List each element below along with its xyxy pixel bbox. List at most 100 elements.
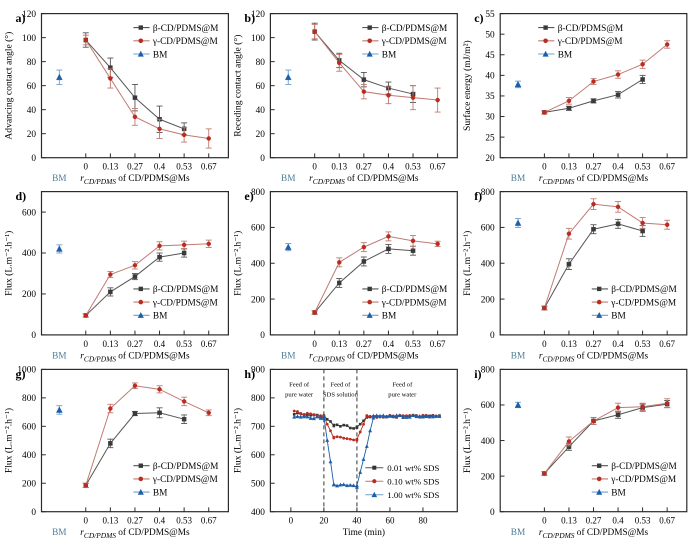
svg-text:0: 0 xyxy=(31,331,36,341)
svg-text:β-CD/PDMS@M: β-CD/PDMS@M xyxy=(558,24,623,34)
svg-text:BM: BM xyxy=(382,50,396,60)
svg-text:0.53: 0.53 xyxy=(405,162,421,172)
svg-text:0.4: 0.4 xyxy=(612,339,624,349)
svg-text:0.53: 0.53 xyxy=(176,162,192,172)
svg-text:80: 80 xyxy=(27,58,37,68)
svg-text:35: 35 xyxy=(485,92,495,102)
svg-text:0: 0 xyxy=(31,508,36,518)
svg-text:20: 20 xyxy=(256,130,266,140)
svg-text:600: 600 xyxy=(251,451,265,461)
svg-text:200: 200 xyxy=(251,295,265,305)
svg-text:β-CD/PDMS@M: β-CD/PDMS@M xyxy=(382,285,447,295)
svg-text:900: 900 xyxy=(251,366,265,376)
svg-text:50: 50 xyxy=(485,30,495,40)
svg-text:pure water: pure water xyxy=(285,391,314,398)
svg-text:0.13: 0.13 xyxy=(561,516,577,526)
svg-text:0.4: 0.4 xyxy=(154,516,166,526)
svg-text:200: 200 xyxy=(481,472,495,482)
svg-text:0: 0 xyxy=(542,162,547,172)
svg-text:0.13: 0.13 xyxy=(561,162,577,172)
svg-text:SDS solution: SDS solution xyxy=(323,391,359,398)
svg-text:0: 0 xyxy=(84,162,89,172)
svg-text:Feed of: Feed of xyxy=(392,381,413,388)
svg-text:0: 0 xyxy=(84,339,89,349)
svg-text:40: 40 xyxy=(256,106,266,116)
svg-text:1.00 wt% SDS: 1.00 wt% SDS xyxy=(387,490,439,500)
svg-text:BM: BM xyxy=(52,351,66,361)
svg-text:0.27: 0.27 xyxy=(586,339,602,349)
svg-text:0.67: 0.67 xyxy=(430,162,446,172)
svg-text:0.67: 0.67 xyxy=(430,339,446,349)
svg-text:0.53: 0.53 xyxy=(176,516,192,526)
svg-text:0.27: 0.27 xyxy=(586,516,602,526)
svg-text:0: 0 xyxy=(289,516,294,526)
svg-text:60: 60 xyxy=(256,82,266,92)
svg-text:BM: BM xyxy=(382,312,396,322)
svg-text:800: 800 xyxy=(251,394,265,404)
svg-text:0.67: 0.67 xyxy=(659,162,675,172)
svg-text:0: 0 xyxy=(84,516,89,526)
svg-text:30: 30 xyxy=(485,113,495,123)
svg-text:BM: BM xyxy=(511,351,525,361)
svg-text:40: 40 xyxy=(352,516,362,526)
svg-text:BM: BM xyxy=(52,174,66,184)
svg-text:γ-CD/PDMS@M: γ-CD/PDMS@M xyxy=(557,37,623,47)
svg-text:γ-CD/PDMS@M: γ-CD/PDMS@M xyxy=(152,298,218,308)
svg-text:Flux (L.m⁻².h⁻¹): Flux (L.m⁻².h⁻¹) xyxy=(4,231,15,296)
svg-text:0.53: 0.53 xyxy=(635,516,651,526)
svg-text:100: 100 xyxy=(251,34,265,44)
svg-text:0.4: 0.4 xyxy=(612,162,624,172)
svg-text:60: 60 xyxy=(385,516,395,526)
svg-text:0.67: 0.67 xyxy=(659,516,675,526)
svg-text:0: 0 xyxy=(542,516,547,526)
svg-text:0.27: 0.27 xyxy=(356,339,372,349)
svg-text:β-CD/PDMS@M: β-CD/PDMS@M xyxy=(611,462,676,472)
svg-text:20: 20 xyxy=(27,130,37,140)
svg-text:600: 600 xyxy=(481,401,495,411)
svg-text:pure water: pure water xyxy=(388,391,417,398)
svg-text:120: 120 xyxy=(251,10,265,20)
svg-text:d): d) xyxy=(16,189,27,203)
svg-text:γ-CD/PDMS@M: γ-CD/PDMS@M xyxy=(610,475,676,485)
svg-text:0.4: 0.4 xyxy=(383,339,395,349)
svg-text:BM: BM xyxy=(511,528,525,538)
svg-text:80: 80 xyxy=(418,516,428,526)
svg-text:β-CD/PDMS@M: β-CD/PDMS@M xyxy=(611,285,676,295)
svg-text:β-CD/PDMS@M: β-CD/PDMS@M xyxy=(153,462,218,472)
svg-text:400: 400 xyxy=(22,451,36,461)
svg-text:0.67: 0.67 xyxy=(201,339,217,349)
svg-text:0.53: 0.53 xyxy=(635,162,651,172)
svg-text:Receding contact angle (°): Receding contact angle (°) xyxy=(232,35,243,137)
svg-text:1000: 1000 xyxy=(17,366,36,376)
svg-text:400: 400 xyxy=(481,259,495,269)
svg-text:600: 600 xyxy=(22,423,36,433)
svg-text:0.10 wt% SDS: 0.10 wt% SDS xyxy=(387,476,439,486)
svg-text:β-CD/PDMS@M: β-CD/PDMS@M xyxy=(153,24,218,34)
svg-text:200: 200 xyxy=(22,479,36,489)
svg-text:40: 40 xyxy=(485,72,495,82)
svg-text:600: 600 xyxy=(22,208,36,218)
svg-text:0: 0 xyxy=(490,331,495,341)
svg-text:Advancing contact angle (°): Advancing contact angle (°) xyxy=(4,32,15,140)
svg-text:20: 20 xyxy=(485,154,495,164)
svg-text:0.13: 0.13 xyxy=(331,339,347,349)
svg-text:0: 0 xyxy=(542,339,547,349)
svg-text:600: 600 xyxy=(251,224,265,234)
svg-text:100: 100 xyxy=(22,34,36,44)
svg-text:BM: BM xyxy=(52,528,66,538)
svg-text:0.4: 0.4 xyxy=(154,339,166,349)
svg-text:800: 800 xyxy=(22,394,36,404)
svg-text:0: 0 xyxy=(260,331,265,341)
svg-text:200: 200 xyxy=(481,295,495,305)
svg-text:400: 400 xyxy=(22,249,36,259)
svg-text:Flux (L.m⁻².h⁻¹): Flux (L.m⁻².h⁻¹) xyxy=(232,408,243,473)
svg-text:400: 400 xyxy=(251,259,265,269)
svg-text:600: 600 xyxy=(481,224,495,234)
svg-text:0: 0 xyxy=(490,508,495,518)
svg-text:800: 800 xyxy=(481,366,495,376)
svg-text:0.01 wt% SDS: 0.01 wt% SDS xyxy=(387,463,439,473)
svg-text:700: 700 xyxy=(251,423,265,433)
svg-text:0.13: 0.13 xyxy=(102,516,118,526)
svg-text:BM: BM xyxy=(558,50,572,60)
svg-text:80: 80 xyxy=(256,58,266,68)
